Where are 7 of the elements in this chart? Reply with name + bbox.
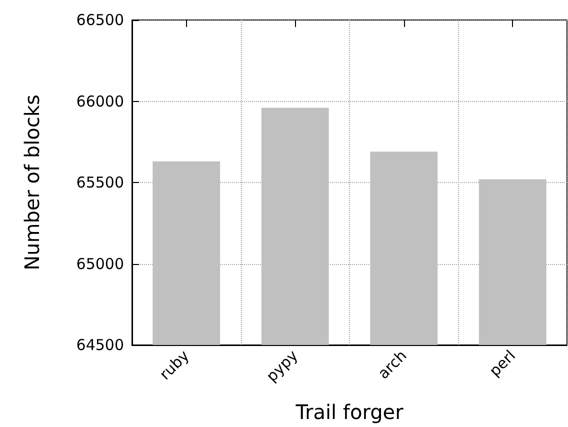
y-tick-label: 64500: [76, 336, 124, 354]
y-tick-label: 65500: [76, 174, 124, 192]
y-tick-label: 66500: [76, 11, 124, 29]
y-tick-label: 66000: [76, 92, 124, 110]
x-axis-title: Trail forger: [294, 400, 404, 424]
y-axis-title: Number of blocks: [20, 94, 44, 270]
y-tick-label: 65000: [76, 254, 124, 273]
